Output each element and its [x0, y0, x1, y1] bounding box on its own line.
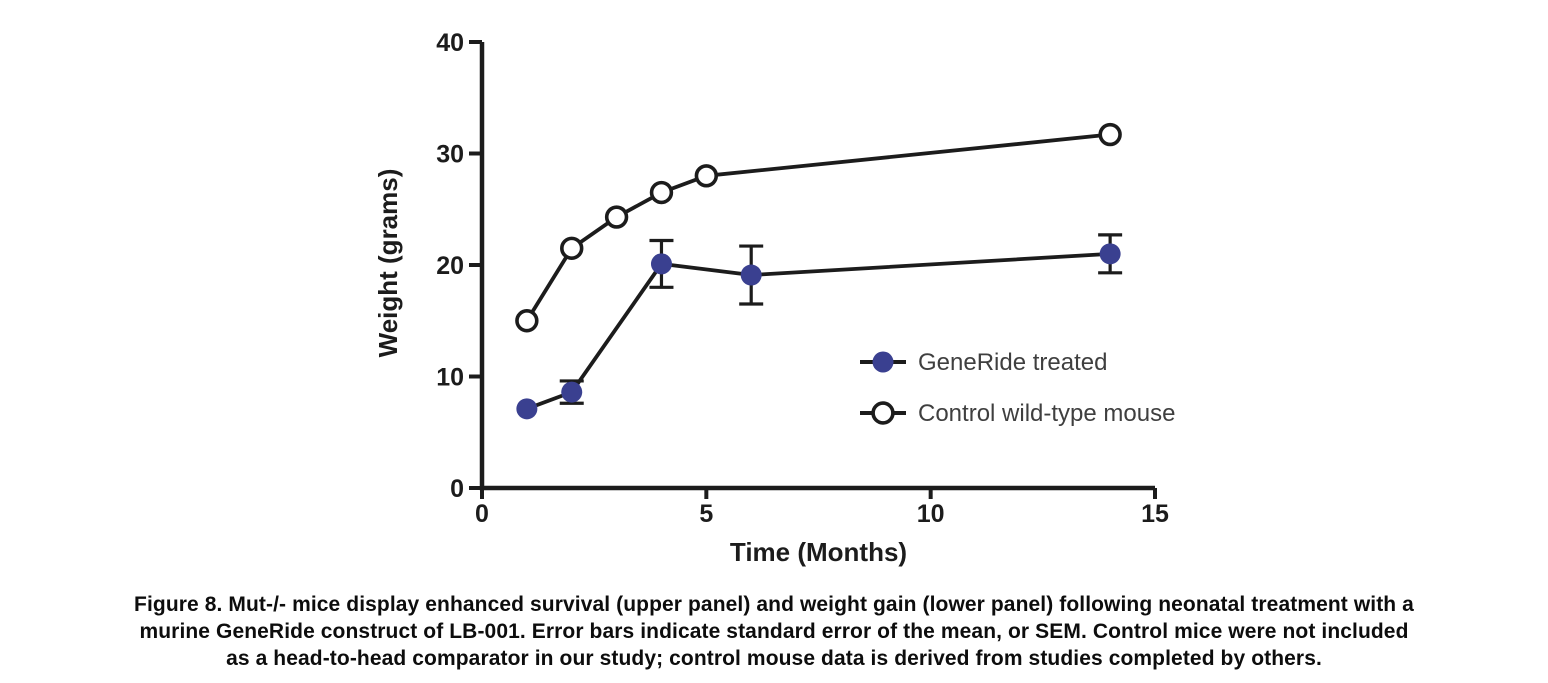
- weight-vs-time-chart: 0 10 20 30 40 0 5 10 15 Time (Months) Weight (gram…: [373, 29, 1175, 567]
- figure-caption-line: murine GeneRide construct of LB-001. Err…: [139, 620, 1409, 643]
- x-tick-label: 5: [699, 500, 713, 528]
- legend-open-circle-icon: [871, 401, 895, 425]
- data-point-open-circle: [694, 164, 719, 188]
- legend-label: GeneRide treated: [918, 349, 1107, 376]
- y-tick-label: 20: [436, 252, 464, 280]
- x-axis-title: Time (Months): [730, 537, 907, 567]
- legend-item: Control wild-type mouse: [860, 400, 1175, 427]
- y-axis-title: Weight (grams): [373, 169, 403, 358]
- data-point-open-circle: [649, 180, 674, 205]
- figure-caption: Figure 8. Mut-/- mice display enhanced s…: [0, 591, 1548, 672]
- series-generide: [516, 233, 1123, 420]
- series-line: [525, 132, 1111, 322]
- x-tick-label: 10: [917, 500, 945, 528]
- data-point-filled-circle: [740, 264, 762, 286]
- x-tick-label: 15: [1141, 500, 1169, 528]
- legend-item: GeneRide treated: [860, 349, 1107, 376]
- x-tick-label: 0: [475, 500, 489, 528]
- data-point-filled-circle: [516, 398, 538, 420]
- data-point-open-circle: [604, 205, 629, 229]
- legend-label: Control wild-type mouse: [918, 400, 1175, 427]
- y-tick-label: 0: [450, 475, 464, 503]
- data-point-open-circle: [515, 309, 539, 333]
- y-tick-label: 10: [436, 364, 464, 392]
- figure-caption-line: as a head-to-head comparator in our stud…: [226, 647, 1322, 670]
- legend: GeneRide treated Control wild-type mouse: [860, 349, 1175, 427]
- data-point-open-circle: [1098, 122, 1122, 147]
- legend-filled-circle-icon: [872, 351, 894, 373]
- data-point-filled-circle: [650, 253, 672, 275]
- series-control: [515, 122, 1122, 333]
- series-line: [526, 251, 1111, 411]
- data-point-filled-circle: [561, 381, 583, 403]
- y-tick-label: 30: [436, 141, 464, 169]
- data-point-filled-circle: [1099, 243, 1121, 265]
- data-point-open-circle: [560, 236, 584, 260]
- figure-caption-line: Figure 8. Mut-/- mice display enhanced s…: [134, 593, 1414, 616]
- y-tick-label: 40: [436, 29, 464, 57]
